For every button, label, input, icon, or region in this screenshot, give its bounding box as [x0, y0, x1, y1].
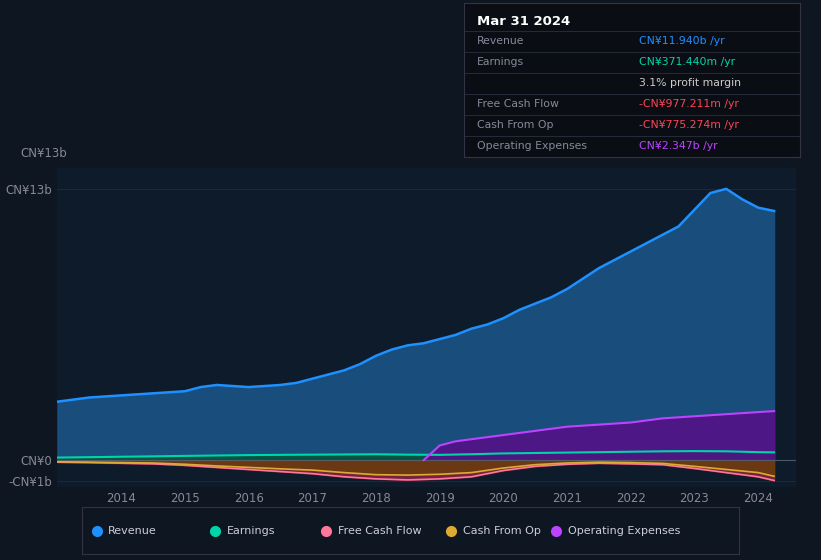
Text: Free Cash Flow: Free Cash Flow: [338, 526, 422, 535]
Text: Earnings: Earnings: [227, 526, 275, 535]
Text: CN¥371.440m /yr: CN¥371.440m /yr: [639, 57, 735, 67]
Text: Revenue: Revenue: [108, 526, 157, 535]
Text: Cash From Op: Cash From Op: [463, 526, 541, 535]
Text: Free Cash Flow: Free Cash Flow: [477, 99, 559, 109]
Text: Operating Expenses: Operating Expenses: [477, 141, 587, 151]
Text: CN¥11.940b /yr: CN¥11.940b /yr: [639, 36, 724, 46]
Text: Cash From Op: Cash From Op: [477, 120, 554, 130]
Text: Mar 31 2024: Mar 31 2024: [477, 15, 571, 28]
Text: CN¥2.347b /yr: CN¥2.347b /yr: [639, 141, 718, 151]
Text: Operating Expenses: Operating Expenses: [568, 526, 681, 535]
Text: Earnings: Earnings: [477, 57, 525, 67]
Text: -CN¥775.274m /yr: -CN¥775.274m /yr: [639, 120, 739, 130]
Text: -CN¥977.211m /yr: -CN¥977.211m /yr: [639, 99, 739, 109]
Text: 3.1% profit margin: 3.1% profit margin: [639, 78, 741, 88]
Text: CN¥13b: CN¥13b: [21, 147, 67, 160]
Text: Revenue: Revenue: [477, 36, 525, 46]
